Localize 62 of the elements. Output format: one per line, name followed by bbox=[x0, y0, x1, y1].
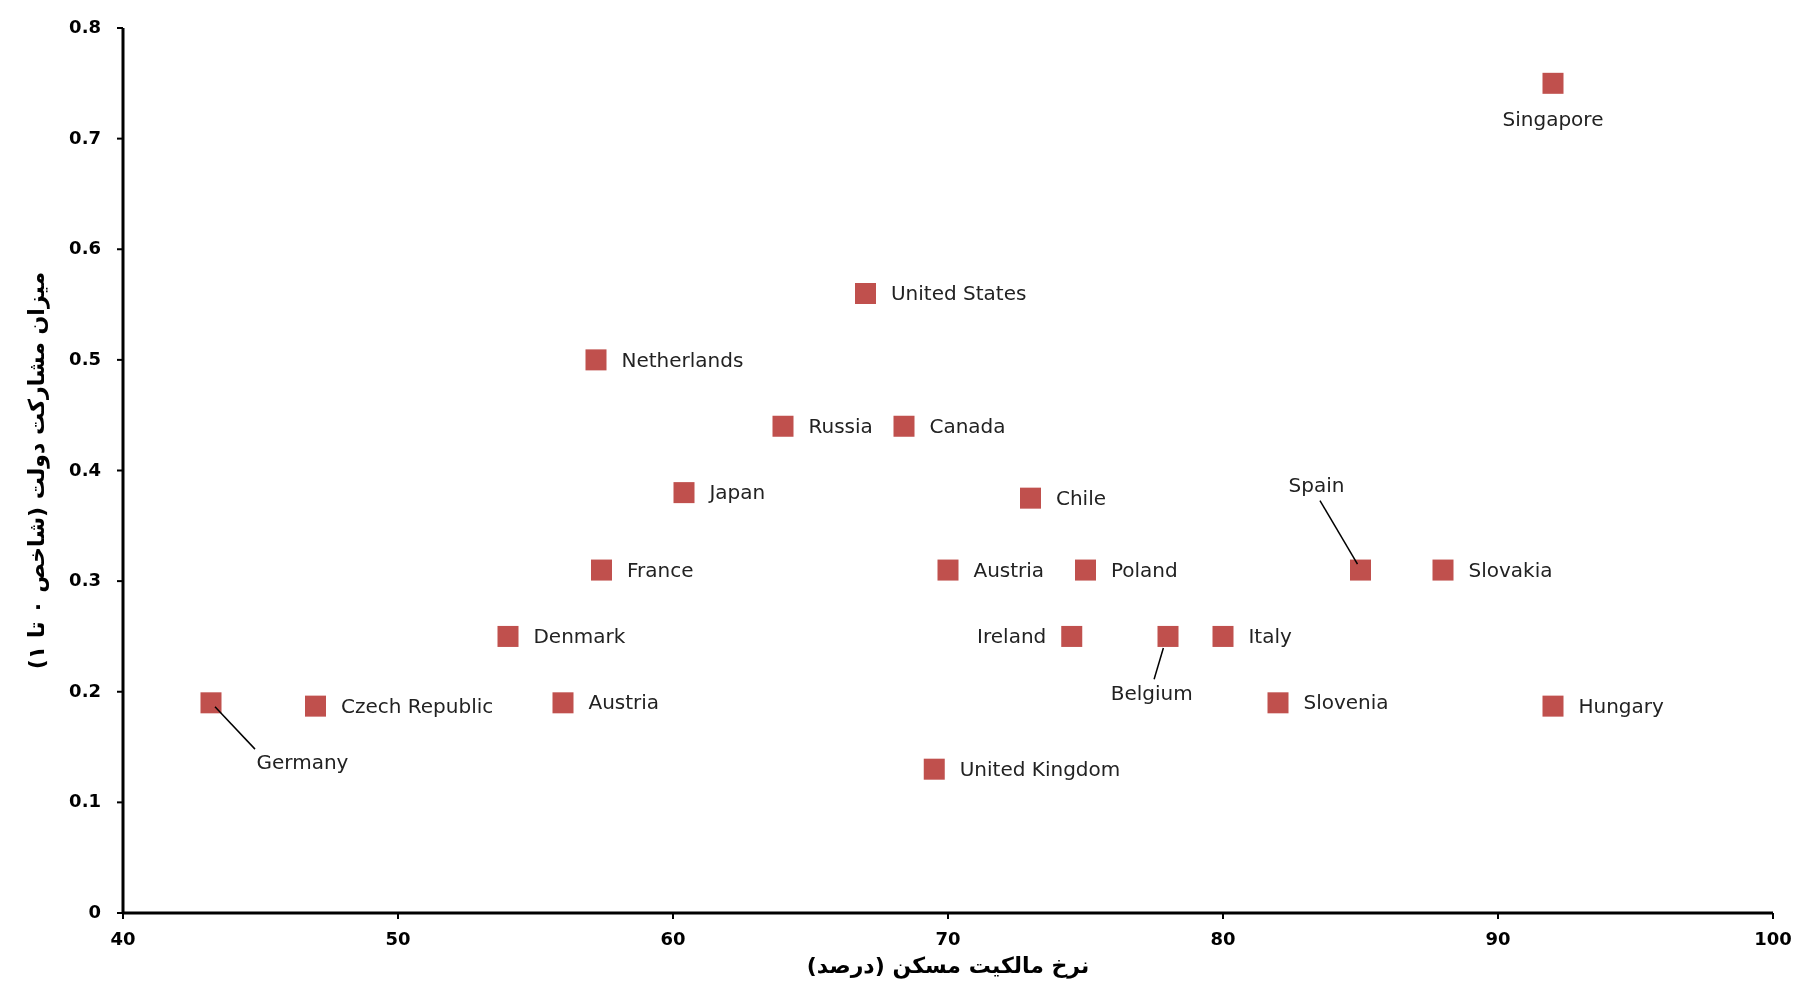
x-axis-title: نرخ مالکیت مسکن (درصد) bbox=[806, 953, 1090, 979]
y-axis-title: میزان مشارکت دولت (شاخص ۰ تا ۱) bbox=[24, 271, 50, 670]
x-tick-label: 40 bbox=[110, 928, 136, 949]
x-tick-label: 60 bbox=[660, 928, 686, 949]
x-tick-label: 70 bbox=[935, 928, 961, 949]
point bbox=[552, 692, 574, 714]
point bbox=[200, 692, 222, 714]
point bbox=[591, 559, 612, 581]
annotation: Singapore bbox=[1502, 106, 1604, 131]
annotation: Japan bbox=[707, 480, 766, 505]
annotation: Spain bbox=[1288, 473, 1345, 498]
y-tick-label: 0.1 bbox=[69, 790, 101, 812]
y-tick-label: 0.8 bbox=[69, 16, 101, 37]
annotation: Russia bbox=[808, 413, 873, 438]
point bbox=[1212, 625, 1234, 647]
annotation: Poland bbox=[1110, 557, 1178, 582]
point bbox=[923, 758, 945, 780]
point bbox=[1267, 692, 1289, 714]
annotation: Slovakia bbox=[1468, 557, 1553, 582]
point bbox=[497, 625, 519, 647]
annotation: Germany bbox=[256, 749, 349, 774]
y-tick-label: 0.7 bbox=[69, 126, 101, 148]
y-tick-label: 0.5 bbox=[69, 347, 101, 369]
annotation: Canada bbox=[929, 413, 1006, 438]
y-tick-label: 0.6 bbox=[69, 237, 101, 259]
x-tick-label: 50 bbox=[385, 928, 411, 949]
annotation: United Kingdom bbox=[959, 756, 1121, 781]
point bbox=[305, 695, 326, 717]
point bbox=[1061, 625, 1083, 647]
annotation: Hungary bbox=[1578, 693, 1665, 718]
annotation: Slovenia bbox=[1303, 690, 1389, 715]
point bbox=[1432, 559, 1454, 581]
annotation: Netherlands bbox=[621, 347, 744, 372]
y-tick-label: 0.4 bbox=[69, 458, 101, 480]
point bbox=[893, 415, 915, 437]
y-tick-label: 0.2 bbox=[69, 679, 101, 701]
annotation: United States bbox=[890, 281, 1027, 306]
point bbox=[855, 283, 876, 304]
point bbox=[937, 559, 959, 581]
point bbox=[585, 349, 607, 371]
point bbox=[1542, 72, 1564, 94]
annotation: Austria bbox=[973, 557, 1045, 582]
point bbox=[1020, 487, 1041, 509]
annotation: France bbox=[626, 557, 694, 582]
annotation: Czech Republic bbox=[340, 693, 494, 718]
x-tick-label: 90 bbox=[1485, 928, 1511, 949]
point bbox=[1350, 559, 1371, 581]
point bbox=[1157, 625, 1179, 647]
annotation: Ireland bbox=[977, 624, 1047, 649]
annotation: Chile bbox=[1055, 485, 1107, 510]
annotation: Italy bbox=[1248, 624, 1293, 649]
x-tick-label: 80 bbox=[1210, 928, 1236, 949]
annotation: Belgium bbox=[1110, 680, 1193, 705]
point bbox=[772, 415, 794, 437]
annotation: Austria bbox=[588, 690, 660, 715]
point bbox=[1542, 695, 1564, 717]
y-tick-label: 0.3 bbox=[69, 569, 101, 591]
point bbox=[1075, 559, 1096, 581]
annotation: Denmark bbox=[533, 624, 626, 649]
y-tick-label: 0 bbox=[88, 901, 101, 922]
point bbox=[673, 482, 695, 504]
x-tick-label: 100 bbox=[1754, 928, 1792, 949]
